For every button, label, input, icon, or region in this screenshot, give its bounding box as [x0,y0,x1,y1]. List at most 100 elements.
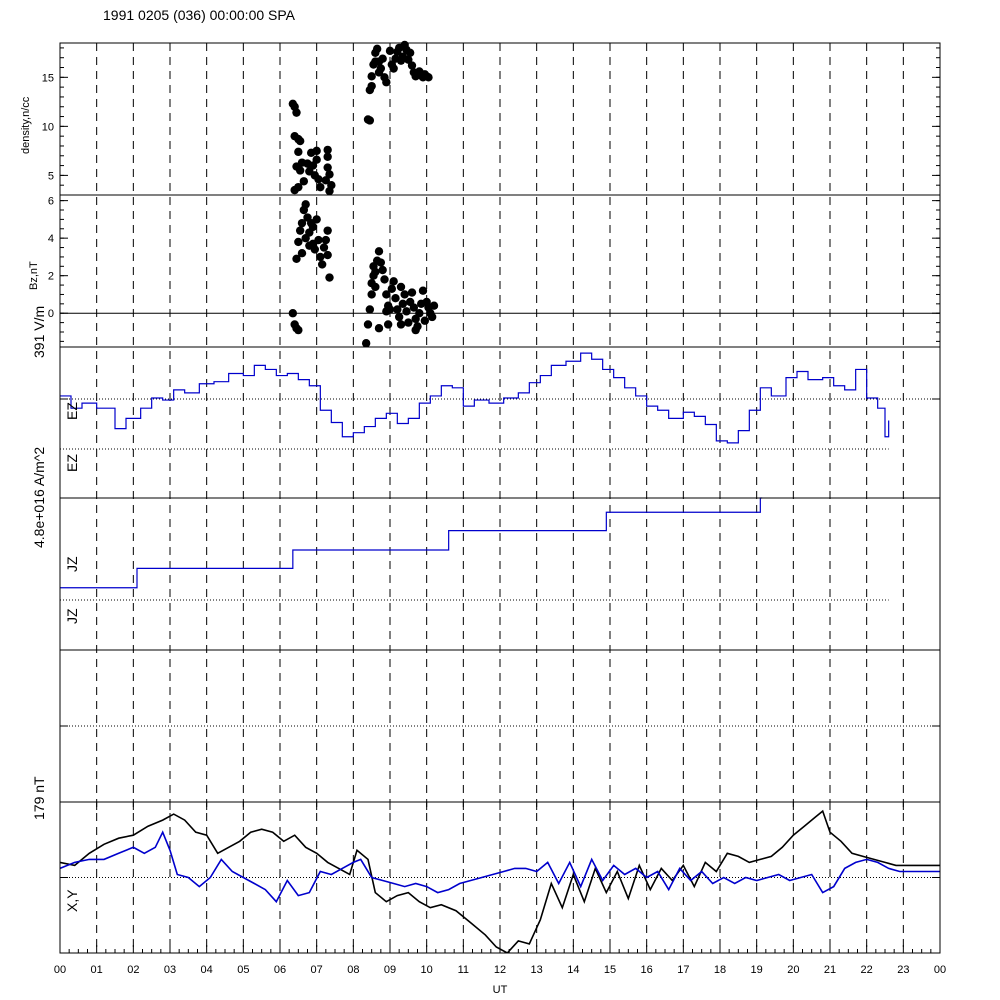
series-label: X,Y [64,889,80,912]
label-layer: 00 01 02 03 04 05 06 07 08 09 10 11 12 13 14 15 16 17 18 19… [20,72,946,996]
bz-point [316,252,325,262]
x-tick-label: 21 [824,964,836,976]
bz-point [294,237,303,247]
bz-point [404,318,413,327]
x-tick-label: 18 [714,964,726,976]
x-tick-label: 01 [91,964,103,976]
bz-point [323,250,332,260]
density-point [290,185,299,195]
density-point [292,108,301,117]
x-tick-label: 03 [164,964,176,976]
y-tick-label: 5 [48,170,54,182]
bz-point [411,325,420,335]
bz-point [394,312,404,322]
y-component-trace [60,830,940,904]
series-label: EZ [64,402,80,420]
x-tick-label: 11 [458,964,469,976]
y-axis-label: density,n/cc [20,96,32,154]
density-point [405,48,415,58]
density-point [323,145,332,155]
density-point [389,64,398,73]
x-tick-label: 19 [751,964,763,976]
x-tick-label: 07 [311,964,323,976]
data-layer [60,40,940,953]
x-tick-label: 06 [274,964,286,976]
bz-point [297,218,307,228]
series-label: EZ [64,454,80,472]
x-tick-label: 08 [347,964,359,976]
density-point [316,182,325,192]
bz-point [389,277,398,286]
x-tick-label: 13 [531,964,543,976]
bz-point [312,215,321,224]
bz-point [418,286,428,295]
bz-point [427,312,437,322]
bz-point [393,305,402,314]
density-point [407,61,417,70]
bz-point [308,222,318,232]
density-point [365,116,375,125]
bz-point [297,248,307,258]
y-axis-label: Bz,nT [28,261,40,290]
plot-title: 1991 0205 (036) 00:00:00 SPA [103,7,296,23]
bz-point [367,290,376,299]
bz-point [409,303,419,312]
bz-point [376,258,386,267]
x-component-trace [60,809,940,953]
y-tick-label: 10 [42,121,54,133]
density-point [325,186,334,196]
bz-point [378,265,387,275]
density-point [374,68,384,77]
x-tick-label: 17 [677,964,689,976]
y-tick-label: 0 [48,308,54,320]
bz-point [371,282,380,292]
x-tick-label: 05 [237,964,249,976]
y-tick-label: 2 [48,271,54,283]
bz-point [383,320,393,329]
bz-point [387,284,397,294]
x-tick-label: 12 [494,964,506,976]
density-point [378,54,387,63]
bz-point [295,226,305,235]
y-tick-label: 15 [42,72,54,84]
x-axis-label: UT [493,984,508,996]
bz-point [361,339,371,348]
bz-point [374,324,384,333]
x-tick-label: 14 [567,964,579,976]
series-label: JZ [64,556,80,572]
bz-point [314,235,323,245]
density-point [295,136,305,146]
x-tick-label: 00 [54,964,66,976]
series-label: JZ [64,608,80,624]
bz-point [319,243,329,252]
density-point [314,175,323,184]
bz-point [407,288,417,297]
bz-point [321,235,331,245]
y-axis-label: 4.8e+016 A/m^2 [31,447,47,548]
bz-point [429,301,439,310]
density-point [295,166,305,175]
y-axis-label: 391 V/m [31,306,47,358]
density-point [367,72,376,81]
x-tick-label: 23 [897,964,909,976]
bz-point [400,290,409,299]
density-point [323,163,332,172]
bz-point [325,273,334,282]
density-point [299,177,309,186]
jz-trace [60,497,763,589]
density-point [294,147,303,157]
bz-point [398,299,408,309]
x-tick-label: 04 [201,964,213,976]
bz-point [420,316,430,325]
y-tick-label: 6 [48,196,54,208]
density-point [372,44,382,54]
y-axis-label: 179 nT [31,776,47,820]
bz-point [396,320,406,329]
bz-point [317,260,327,269]
x-tick-label: 22 [861,964,873,976]
x-tick-label: 20 [787,964,799,976]
density-point [323,152,332,161]
bz-point [301,233,310,243]
axes-layer [59,42,941,954]
